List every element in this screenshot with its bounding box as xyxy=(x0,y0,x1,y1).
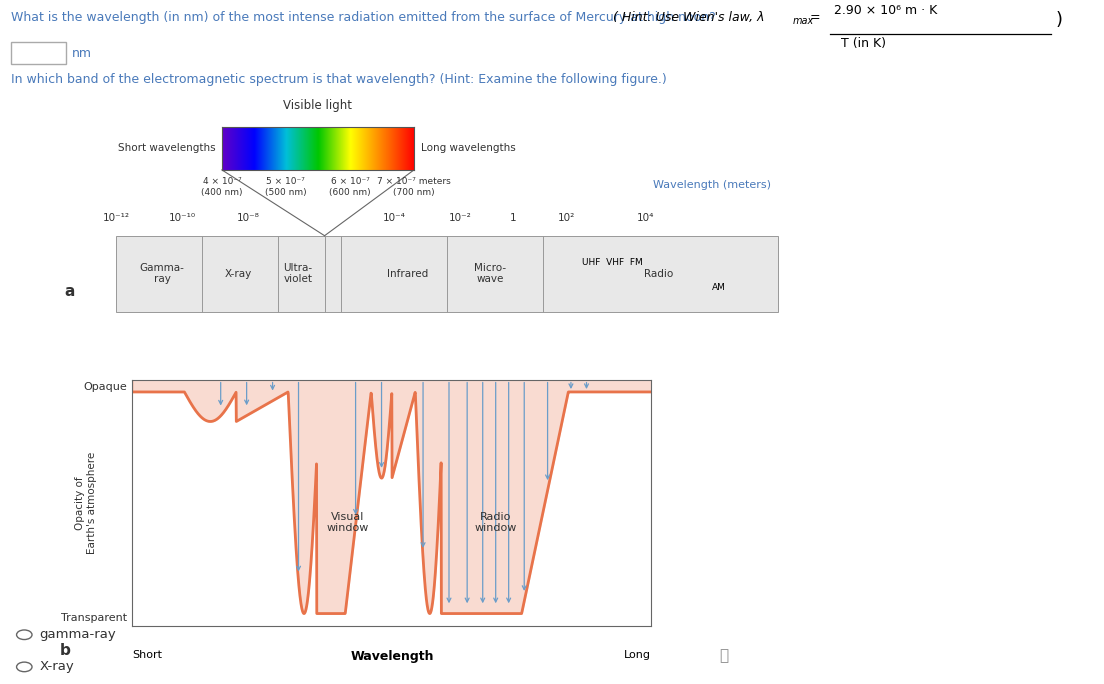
Text: AM: AM xyxy=(712,283,725,292)
Text: Gamma-
ray: Gamma- ray xyxy=(140,263,184,285)
Text: Ultra-
violet: Ultra- violet xyxy=(284,263,312,285)
Text: T (in K): T (in K) xyxy=(841,38,887,51)
Text: Transparent: Transparent xyxy=(61,614,127,623)
Text: Infrared: Infrared xyxy=(386,269,428,278)
Bar xyxy=(11,42,66,64)
Text: =: = xyxy=(806,11,820,24)
Text: 7 × 10⁻⁷ meters
(700 nm): 7 × 10⁻⁷ meters (700 nm) xyxy=(378,177,450,197)
Text: Micro-
wave: Micro- wave xyxy=(474,263,507,285)
Text: Visible light: Visible light xyxy=(284,98,352,111)
Text: X-ray: X-ray xyxy=(40,660,74,674)
Text: 10⁻¹⁰: 10⁻¹⁰ xyxy=(169,213,195,223)
Text: Visual
window: Visual window xyxy=(327,512,369,534)
Text: max: max xyxy=(793,16,814,26)
Text: gamma-ray: gamma-ray xyxy=(40,628,117,642)
Text: Radio
window: Radio window xyxy=(475,512,517,534)
Text: 1: 1 xyxy=(510,213,517,223)
Text: UHF  VHF  FM: UHF VHF FM xyxy=(582,258,644,267)
Text: a: a xyxy=(64,284,75,299)
Text: 10⁻⁴: 10⁻⁴ xyxy=(383,213,405,223)
Text: Opacity of
Earth's atmosphere: Opacity of Earth's atmosphere xyxy=(75,451,96,554)
Bar xyxy=(116,236,778,312)
Text: 10⁴: 10⁴ xyxy=(637,213,655,223)
Text: nm: nm xyxy=(72,47,92,60)
Text: 10⁻¹²: 10⁻¹² xyxy=(103,213,129,223)
Text: ( Hint: Use Wien's law, λ: ( Hint: Use Wien's law, λ xyxy=(613,11,764,24)
Text: Long wavelengths: Long wavelengths xyxy=(421,144,516,153)
Text: What is the wavelength (in nm) of the most intense radiation emitted from the su: What is the wavelength (in nm) of the mo… xyxy=(11,11,715,24)
Text: ⓘ: ⓘ xyxy=(720,648,729,663)
Text: Radio: Radio xyxy=(645,269,673,278)
Text: 6 × 10⁻⁷
(600 nm): 6 × 10⁻⁷ (600 nm) xyxy=(329,177,371,197)
Text: ): ) xyxy=(1055,11,1062,29)
Text: 10⁻²: 10⁻² xyxy=(449,213,471,223)
Text: In which band of the electromagnetic spectrum is that wavelength? (Hint: Examine: In which band of the electromagnetic spe… xyxy=(11,73,667,86)
Text: b: b xyxy=(60,643,71,658)
Text: 2.90 × 10⁶ m · K: 2.90 × 10⁶ m · K xyxy=(834,3,937,16)
Text: 4 × 10⁻⁷
(400 nm): 4 × 10⁻⁷ (400 nm) xyxy=(201,177,243,197)
Text: X-ray: X-ray xyxy=(225,269,252,278)
Text: 10²: 10² xyxy=(558,213,575,223)
Text: 10⁻⁸: 10⁻⁸ xyxy=(237,213,259,223)
Text: Short wavelengths: Short wavelengths xyxy=(118,144,215,153)
Text: Short: Short xyxy=(132,650,162,661)
Text: Long: Long xyxy=(625,650,651,661)
Text: 5 × 10⁻⁷
(500 nm): 5 × 10⁻⁷ (500 nm) xyxy=(265,177,307,197)
Text: Wavelength: Wavelength xyxy=(350,650,434,663)
Text: Wavelength (meters): Wavelength (meters) xyxy=(654,180,771,190)
Text: Opaque: Opaque xyxy=(84,382,127,392)
